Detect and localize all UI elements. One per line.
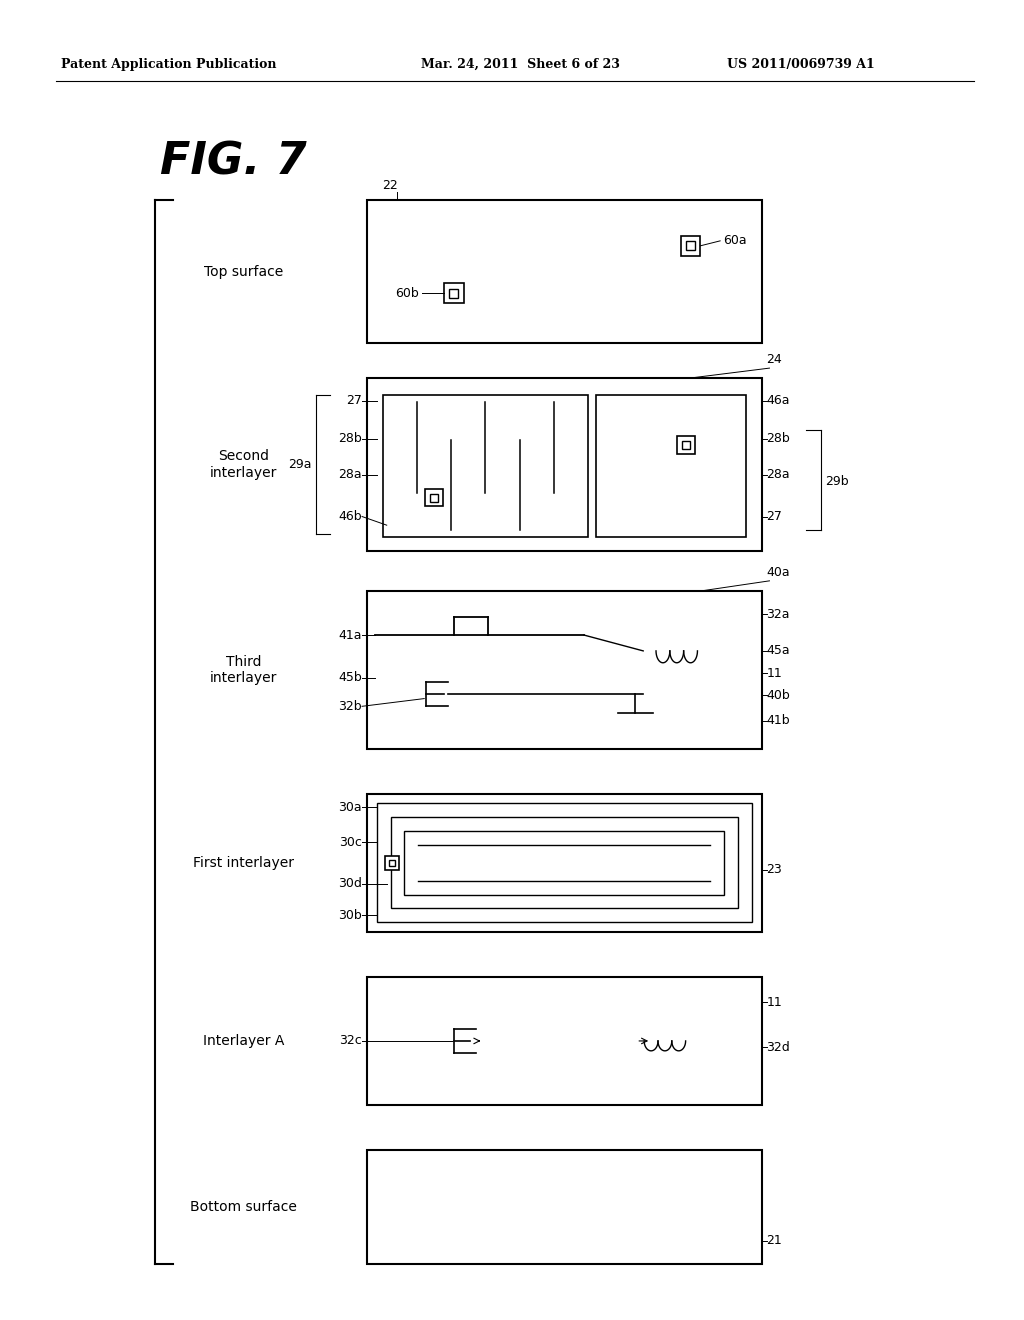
Bar [385, 855, 398, 870]
Text: 29a: 29a [288, 458, 311, 471]
Text: 22: 22 [382, 180, 397, 191]
Text: Interlayer A: Interlayer A [203, 1034, 285, 1048]
Text: 23: 23 [767, 863, 782, 876]
Text: Third
interlayer: Third interlayer [210, 655, 278, 685]
Text: 46b: 46b [339, 510, 362, 523]
Text: 32a: 32a [767, 609, 790, 620]
Bar [367, 378, 762, 552]
Text: 21: 21 [767, 1234, 782, 1247]
Text: Second
interlayer: Second interlayer [210, 450, 278, 479]
Text: Patent Application Publication: Patent Application Publication [61, 58, 276, 71]
Text: 24: 24 [767, 354, 782, 366]
Bar [367, 591, 762, 748]
Bar [377, 804, 752, 923]
Bar [681, 236, 700, 256]
Bar [404, 832, 724, 895]
Bar [388, 859, 395, 866]
Text: 60a: 60a [723, 235, 746, 247]
Text: 41b: 41b [767, 714, 791, 727]
Text: 28a: 28a [767, 469, 791, 482]
Bar [367, 199, 762, 343]
Text: 28a: 28a [339, 469, 362, 482]
Text: 28b: 28b [338, 432, 362, 445]
Text: 30b: 30b [338, 909, 362, 921]
Text: Bottom surface: Bottom surface [190, 1200, 297, 1213]
Text: 32d: 32d [767, 1041, 791, 1053]
Text: 30a: 30a [339, 801, 362, 814]
Bar [425, 488, 443, 507]
Bar [391, 817, 738, 908]
Text: 11: 11 [767, 995, 782, 1008]
Text: 41a: 41a [339, 628, 362, 642]
Bar [430, 494, 438, 502]
Text: US 2011/0069739 A1: US 2011/0069739 A1 [727, 58, 874, 71]
Text: 32b: 32b [339, 700, 362, 713]
Text: First interlayer: First interlayer [194, 855, 294, 870]
Text: 45b: 45b [338, 672, 362, 684]
Bar [450, 289, 458, 297]
Text: Mar. 24, 2011  Sheet 6 of 23: Mar. 24, 2011 Sheet 6 of 23 [421, 58, 621, 71]
Bar [686, 242, 695, 251]
Text: 46a: 46a [767, 393, 790, 407]
Text: 11: 11 [767, 667, 782, 680]
Text: 30c: 30c [339, 836, 362, 849]
Text: 29b: 29b [824, 475, 848, 488]
Text: 27: 27 [767, 510, 782, 523]
Bar [383, 395, 588, 537]
Text: 45a: 45a [767, 644, 791, 657]
Text: 40a: 40a [767, 566, 791, 579]
Bar [682, 441, 690, 449]
Text: 27: 27 [346, 393, 362, 407]
Bar [596, 395, 745, 537]
Text: 60b: 60b [395, 286, 419, 300]
Text: FIG. 7: FIG. 7 [160, 140, 306, 183]
Text: 28b: 28b [767, 432, 791, 445]
Text: 40b: 40b [767, 689, 791, 702]
Bar [367, 793, 762, 932]
Text: 32c: 32c [339, 1035, 362, 1048]
Bar [444, 284, 464, 304]
Text: 30d: 30d [338, 876, 362, 890]
Bar [367, 1150, 762, 1263]
Bar [677, 436, 694, 454]
Bar [367, 977, 762, 1105]
Text: Top surface: Top surface [204, 264, 284, 279]
